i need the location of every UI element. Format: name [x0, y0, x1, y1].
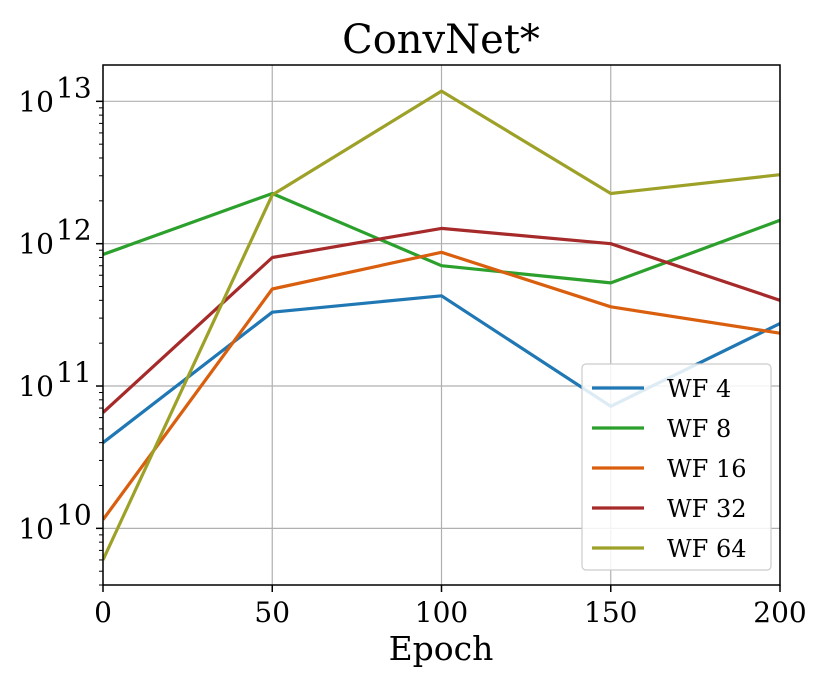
- series-line-wf-64: [103, 89, 780, 561]
- chart-title: ConvNet*: [342, 17, 540, 63]
- y-tick-exponent: 12: [56, 214, 92, 247]
- y-tick-exponent: 13: [56, 71, 92, 104]
- x-tick-label: 50: [254, 596, 290, 629]
- x-tick-label: 0: [94, 596, 112, 629]
- legend-label: WF 8: [667, 415, 731, 443]
- x-tick-label: 100: [415, 596, 468, 629]
- y-tick-exponent: 10: [56, 498, 92, 531]
- y-tick-label: 10 10: [18, 498, 91, 545]
- y-tick-label: 10 12: [18, 214, 91, 261]
- y-tick-base: 10: [18, 228, 54, 261]
- legend: WF 4 WF 8 WF 16 WF 32 WF 64: [581, 363, 772, 571]
- legend-label: WF 32: [667, 495, 747, 523]
- series-line-wf-32: [103, 226, 780, 414]
- x-axis-ticks: 0 50 100 150 200: [94, 585, 807, 629]
- legend-frame: [581, 363, 772, 571]
- y-tick-label: 10 11: [18, 356, 91, 403]
- x-axis-label: Epoch: [389, 629, 494, 668]
- legend-label: WF 64: [667, 535, 747, 563]
- y-tick-base: 10: [18, 370, 54, 403]
- y-tick-exponent: 11: [56, 356, 92, 389]
- y-tick-label: 10 13: [18, 71, 91, 118]
- series-line-wf-16: [103, 250, 780, 521]
- y-tick-base: 10: [18, 85, 54, 118]
- x-tick-label: 150: [584, 596, 637, 629]
- y-tick-base: 10: [18, 512, 54, 545]
- legend-label: WF 4: [667, 375, 731, 403]
- x-tick-label: 200: [753, 596, 806, 629]
- legend-label: WF 16: [667, 455, 747, 483]
